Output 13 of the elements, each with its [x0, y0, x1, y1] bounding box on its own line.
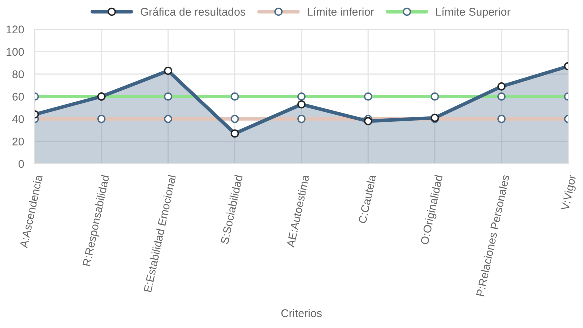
y-tick-label: 120 [6, 26, 24, 34]
legend-label: Límite inferior [308, 8, 374, 16]
y-tick-label: 20 [12, 138, 24, 146]
legend-label: Límite Superior [436, 8, 511, 18]
x-axis-title: Criterios [282, 309, 322, 318]
y-tick-label: 60 [12, 93, 24, 101]
x-tick-label: C:Cautela [358, 174, 376, 224]
legend-label: Gráfica de resultados [140, 8, 246, 16]
y-tick-label: 40 [12, 115, 24, 124]
x-tick-label: V:Vigor [560, 174, 579, 212]
y-tick-label: 0 [18, 160, 24, 168]
y-tick-label: 100 [6, 48, 24, 56]
y-tick-label: 80 [12, 70, 24, 78]
